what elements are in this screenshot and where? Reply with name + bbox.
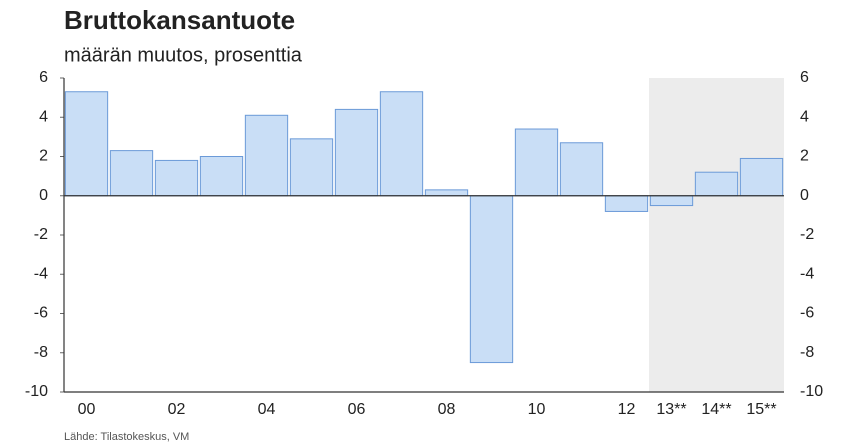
- y2-tick-label: -10: [800, 383, 823, 400]
- y-tick-label: 6: [39, 69, 48, 86]
- y2-tick-label: -8: [800, 344, 814, 361]
- y-tick-label: -8: [34, 344, 48, 361]
- y-tick-label: -2: [34, 226, 48, 243]
- x-tick-label: 06: [348, 401, 366, 418]
- x-tick-label: 10: [528, 401, 546, 418]
- y2-tick-label: 2: [800, 148, 809, 165]
- bar: [514, 128, 559, 197]
- x-tick-label: 04: [258, 401, 276, 418]
- bar: [469, 195, 514, 364]
- x-tick-label: 13**: [656, 401, 686, 418]
- chart-title: Bruttokansantuote: [64, 5, 295, 35]
- source: Lähde: Tilastokeskus, VM: [64, 431, 189, 443]
- bar: [199, 156, 244, 197]
- x-tick-label: 14**: [701, 401, 731, 418]
- bar: [424, 189, 469, 197]
- bar: [739, 157, 784, 197]
- x-tick-label: 12: [618, 401, 636, 418]
- bar: [64, 91, 109, 197]
- y-tick-label: -10: [25, 383, 48, 400]
- y-tick-label: 2: [39, 148, 48, 165]
- bar: [649, 195, 694, 207]
- x-tick-label: 15**: [746, 401, 776, 418]
- bar: [244, 114, 289, 197]
- y2-tick-label: -6: [800, 305, 814, 322]
- x-tick-label: 00: [78, 401, 96, 418]
- bar: [154, 159, 199, 197]
- y-tick-label: -6: [34, 305, 48, 322]
- bar: [379, 91, 424, 197]
- y2-tick-label: 0: [800, 187, 809, 204]
- y2-tick-label: 6: [800, 69, 809, 86]
- y-tick-label: 4: [39, 108, 48, 125]
- y-tick-label: 0: [39, 187, 48, 204]
- forecast-shade: [649, 78, 784, 392]
- chart-subtitle: määrän muutos, prosenttia: [64, 44, 303, 66]
- bar: [694, 171, 739, 197]
- y2-tick-label: -4: [800, 265, 814, 282]
- y2-tick-label: -2: [800, 226, 814, 243]
- bar: [334, 108, 379, 197]
- bar: [559, 142, 604, 197]
- x-tick-label: 08: [438, 401, 456, 418]
- bar: [289, 138, 334, 197]
- bar: [109, 150, 154, 197]
- y-tick-label: -4: [34, 265, 48, 282]
- bar: [604, 195, 649, 212]
- x-tick-label: 02: [168, 401, 186, 418]
- y2-tick-label: 4: [800, 108, 809, 125]
